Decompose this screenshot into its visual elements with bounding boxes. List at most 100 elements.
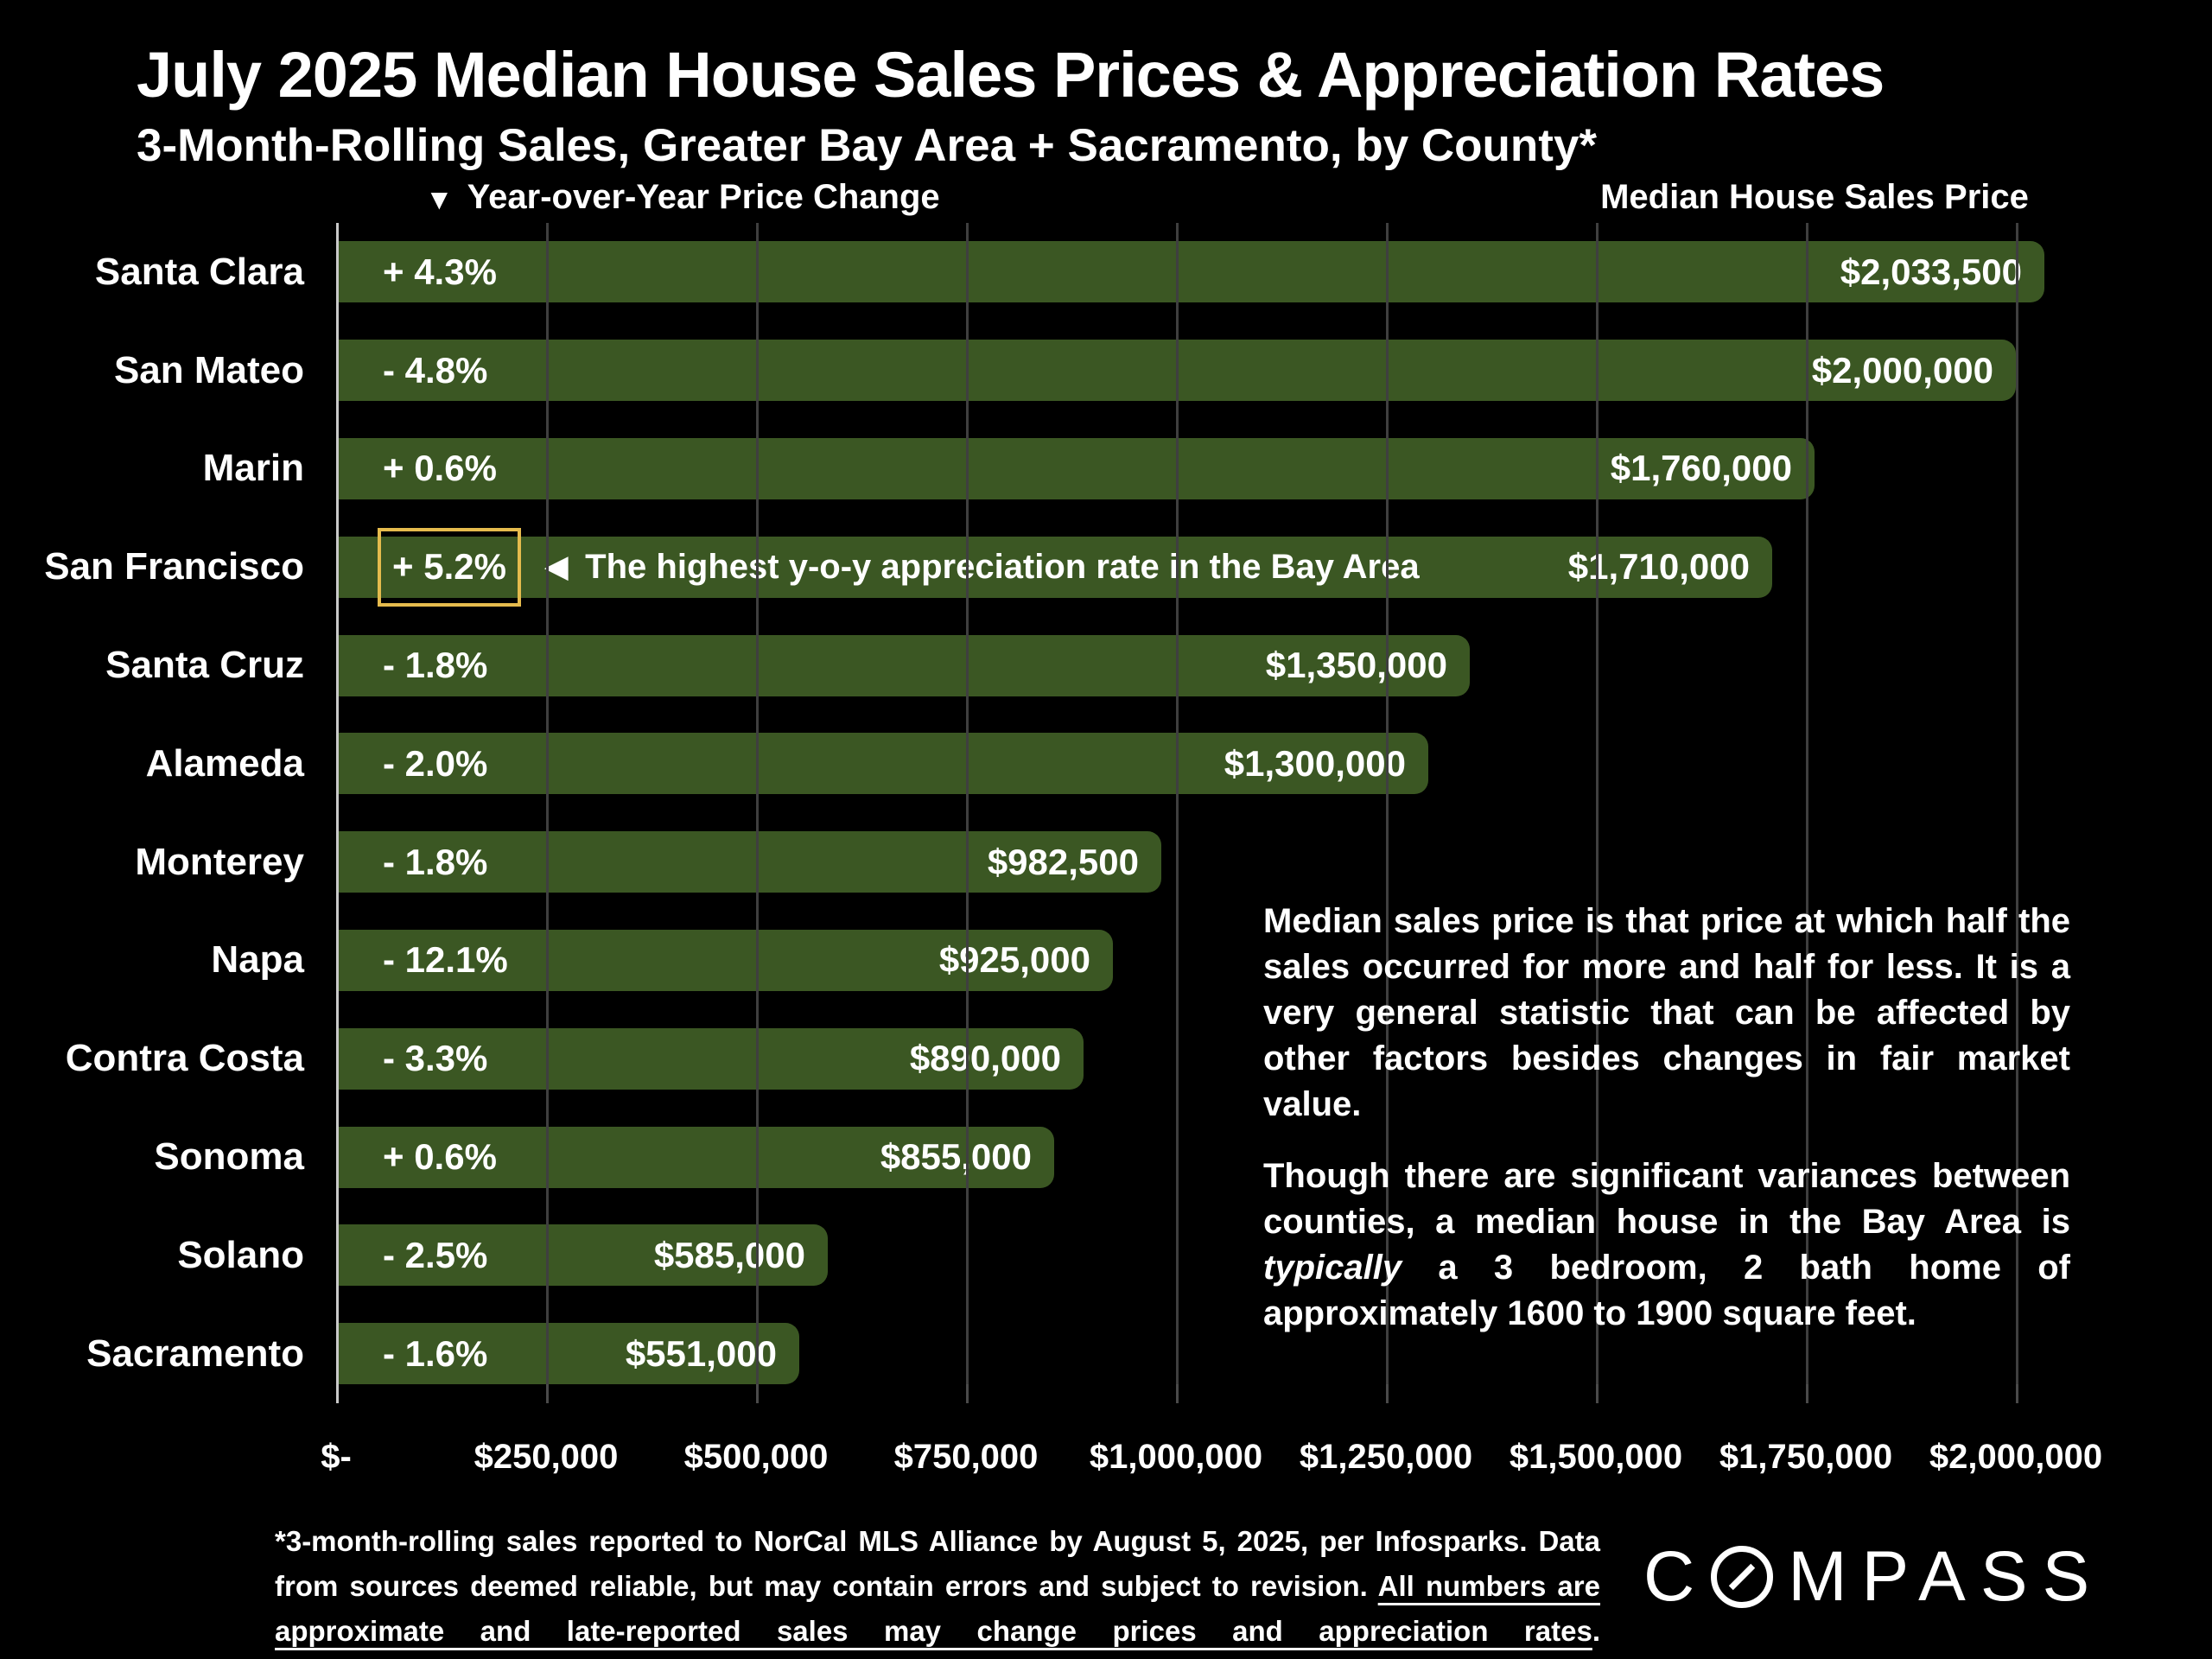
x-axis-tick — [1596, 1384, 1599, 1403]
column-header-price-change: ▼ Year-over-Year Price Change — [425, 178, 940, 217]
column-header-price-change-label: Year-over-Year Price Change — [467, 178, 940, 216]
x-axis-tick-label: $- — [321, 1438, 352, 1476]
explanatory-notes: Median sales price is that price at whic… — [1263, 899, 2070, 1363]
x-axis-tick — [1806, 1384, 1808, 1403]
x-axis-tick-label: $1,000,000 — [1089, 1438, 1263, 1476]
column-header-sales-price: Median House Sales Price — [1600, 178, 2029, 216]
note-paragraph-typical-house: Though there are significant variances b… — [1263, 1154, 2070, 1337]
compass-logo-c: C — [1643, 1537, 1710, 1616]
x-axis-tick-label: $500,000 — [683, 1438, 829, 1476]
median-price-label: $890,000 — [909, 1038, 1061, 1079]
yoy-change-label: - 2.0% — [383, 742, 488, 784]
footnote-text: *3-month-rolling sales reported to NorCa… — [275, 1525, 1600, 1602]
yoy-change-label: + 0.6% — [383, 1136, 497, 1178]
annotation-text: The highest y-o-y appreciation rate in t… — [585, 547, 1420, 586]
price-bar: - 1.8% $982,500 — [336, 831, 1161, 893]
x-gridline — [756, 223, 759, 1384]
yoy-change-label: - 1.8% — [383, 841, 488, 882]
county-label: Monterey — [135, 840, 304, 883]
footnote-underlined-text: All numbers are approximate and late-rep… — [275, 1570, 1600, 1647]
yoy-change-label: - 1.6% — [383, 1332, 488, 1374]
x-axis-tick-label: $2,000,000 — [1929, 1438, 2103, 1476]
median-price-label: $585,000 — [653, 1234, 805, 1275]
median-price-label: $551,000 — [625, 1332, 777, 1374]
x-axis-tick-label: $250,000 — [474, 1438, 619, 1476]
median-price-label: $2,000,000 — [1811, 349, 1993, 391]
bar-row-san-francisco: San Francisco $1,710,000 + 5.2% ◀ The high… — [0, 518, 2212, 616]
x-gridline — [1806, 223, 1808, 1384]
x-axis-tick — [546, 1384, 549, 1403]
page-title: July 2025 Median House Sales Prices & Ap… — [137, 39, 1885, 111]
median-price-label: $855,000 — [880, 1136, 1032, 1178]
x-axis-tick — [1176, 1384, 1179, 1403]
y-axis-line — [336, 223, 339, 1384]
price-bar: + 0.6% $1,760,000 — [336, 437, 1815, 499]
price-bar: $1,710,000 + 5.2% ◀ The highest y-o-y appr… — [336, 527, 1772, 607]
compass-needle-icon — [1711, 1546, 1774, 1608]
price-bar: - 2.5% $585,000 — [336, 1224, 828, 1287]
bar-row-santa-cruz: Santa Cruz - 1.8% $1,350,000 — [0, 616, 2212, 715]
down-triangle-icon: ▼ — [425, 182, 454, 215]
x-axis-tick-label: $750,000 — [893, 1438, 1039, 1476]
median-price-label: $925,000 — [938, 939, 1090, 981]
x-gridline — [966, 223, 969, 1384]
median-price-label: $982,500 — [987, 841, 1139, 882]
x-gridline — [2016, 223, 2018, 1384]
price-bar: + 0.6% $855,000 — [336, 1126, 1054, 1188]
compass-logo-mpass: MPASS — [1788, 1537, 2105, 1616]
yoy-change-label: - 1.8% — [383, 645, 488, 686]
bar-row-santa-clara: Santa Clara + 4.3% $2,033,500 — [0, 223, 2212, 321]
bar-row-contra-costa: Contra Costa - 3.3% $890,000 — [0, 1009, 2212, 1108]
x-gridline — [1386, 223, 1389, 1384]
x-gridline — [1596, 223, 1599, 1384]
note-paragraph-median-definition: Median sales price is that price at whic… — [1263, 902, 2070, 1123]
median-price-label: $1,350,000 — [1265, 645, 1447, 686]
county-label: Santa Cruz — [105, 644, 304, 687]
county-label: Alameda — [145, 741, 304, 785]
county-label: Solano — [177, 1233, 304, 1276]
price-bar: - 3.3% $890,000 — [336, 1027, 1084, 1090]
highest-appreciation-annotation: ◀ The highest y-o-y appreciation rate in … — [545, 537, 1420, 598]
note-paragraph-2-pre: Though there are significant variances b… — [1263, 1157, 2070, 1241]
left-triangle-icon: ◀ — [545, 550, 569, 584]
x-axis-tick — [966, 1384, 969, 1403]
yoy-change-label: + 0.6% — [383, 448, 497, 489]
source-footnote: *3-month-rolling sales reported to NorCa… — [275, 1519, 1600, 1654]
compass-logo: C MPASS — [1643, 1536, 2104, 1618]
county-label: San Mateo — [113, 348, 304, 391]
x-axis-tick-label: $1,500,000 — [1509, 1438, 1683, 1476]
county-label: San Francisco — [44, 545, 304, 588]
price-bar: - 12.1% $925,000 — [336, 929, 1113, 991]
x-axis-tick — [756, 1384, 759, 1403]
x-axis-tick-label: $1,750,000 — [1719, 1438, 1893, 1476]
yoy-change-label: - 12.1% — [383, 939, 508, 981]
price-bar: + 4.3% $2,033,500 — [336, 241, 2044, 303]
page-subtitle: 3-Month-Rolling Sales, Greater Bay Area … — [137, 120, 1598, 171]
county-label: Marin — [202, 447, 304, 490]
price-bar: - 1.8% $1,350,000 — [336, 634, 1470, 696]
bar-row-alameda: Alameda - 2.0% $1,300,000 — [0, 715, 2212, 813]
x-gridline — [546, 223, 549, 1384]
price-bar: - 2.0% $1,300,000 — [336, 733, 1428, 795]
median-price-label: $1,300,000 — [1224, 742, 1406, 784]
county-label: Sonoma — [154, 1135, 304, 1179]
bar-row-sonoma: Sonoma + 0.6% $855,000 — [0, 1108, 2212, 1206]
county-label: Sacramento — [86, 1332, 304, 1375]
bar-row-san-mateo: San Mateo - 4.8% $2,000,000 — [0, 321, 2212, 420]
x-axis-tick-label: $1,250,000 — [1299, 1438, 1473, 1476]
bar-row-napa: Napa - 12.1% $925,000 — [0, 912, 2212, 1010]
footnote-period: . — [1592, 1615, 1600, 1647]
bar-row-monterey: Monterey - 1.8% $982,500 — [0, 813, 2212, 912]
county-label: Napa — [211, 938, 304, 982]
median-price-label: $2,033,500 — [1840, 251, 2022, 292]
note-paragraph-2-post: a 3 bedroom, 2 bath home of approximatel… — [1263, 1249, 2070, 1332]
price-bar: - 1.6% $551,000 — [336, 1323, 799, 1385]
x-gridline — [1176, 223, 1179, 1384]
bar-row-solano: Solano - 2.5% $585,000 — [0, 1206, 2212, 1305]
median-price-label: $1,760,000 — [1610, 448, 1792, 489]
yoy-change-label: - 3.3% — [383, 1038, 488, 1079]
yoy-change-label: - 2.5% — [383, 1234, 488, 1275]
county-label: Santa Clara — [94, 250, 304, 293]
bar-row-marin: Marin + 0.6% $1,760,000 — [0, 420, 2212, 518]
